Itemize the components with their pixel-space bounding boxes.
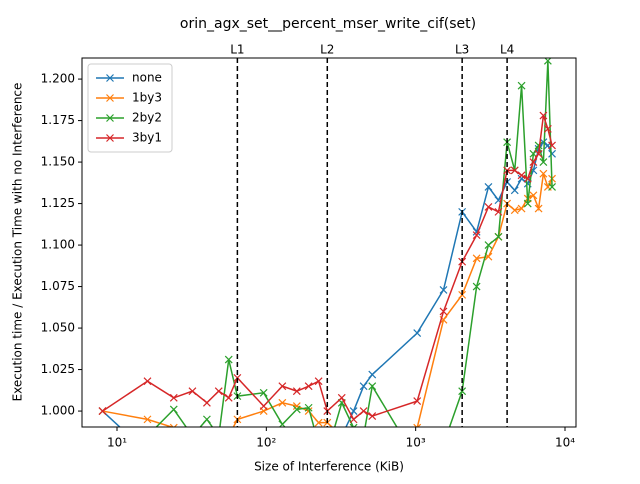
data-point	[304, 382, 313, 391]
legend-label: 2by2	[132, 111, 162, 125]
data-point	[314, 377, 323, 386]
data-point	[349, 415, 358, 424]
legend-label: 1by3	[132, 91, 162, 105]
data-point	[169, 405, 178, 414]
reference-label: L3	[455, 43, 469, 57]
data-point	[510, 206, 519, 215]
data-point	[259, 402, 268, 411]
data-point	[349, 407, 358, 415]
data-point	[517, 81, 526, 90]
y-axis-label: Execution time / Execution Time with no …	[11, 83, 25, 402]
data-point	[548, 183, 556, 191]
data-point	[539, 169, 548, 178]
data-point	[534, 204, 543, 213]
data-point	[368, 412, 377, 420]
x-tick-label: 10³	[406, 436, 426, 450]
data-point	[484, 202, 493, 211]
y-tick-label: 1.100	[41, 238, 75, 252]
legend-marker	[106, 134, 114, 142]
data-point	[472, 231, 481, 240]
data-point	[510, 166, 519, 175]
y-tick-label: 1.000	[41, 404, 75, 418]
y-tick-label: 1.025	[41, 362, 75, 376]
data-point	[259, 388, 268, 397]
legend-marker	[106, 94, 114, 102]
legend-box	[87, 63, 173, 153]
y-tick-label: 1.125	[41, 196, 75, 210]
data-point	[539, 158, 548, 167]
legend-label: 3by1	[132, 131, 162, 145]
data-point	[233, 373, 242, 382]
y-tick-label: 1.050	[41, 321, 75, 335]
data-point	[510, 186, 519, 195]
data-point	[169, 393, 178, 402]
data-point	[143, 415, 152, 424]
axes-frame	[81, 57, 577, 428]
data-point	[484, 241, 493, 249]
data-point	[188, 387, 197, 396]
data-point	[472, 282, 481, 291]
data-point	[359, 382, 368, 391]
data-point	[517, 204, 526, 213]
data-point	[439, 307, 448, 316]
data-point	[224, 393, 233, 402]
data-point	[349, 423, 358, 427]
data-point	[517, 171, 526, 180]
data-point	[534, 141, 543, 150]
data-point	[368, 382, 377, 391]
data-point	[304, 403, 313, 412]
data-point	[543, 124, 552, 133]
data-point	[202, 398, 211, 407]
reference-label: L1	[230, 43, 244, 57]
data-point	[539, 111, 548, 120]
data-point	[278, 398, 287, 407]
legend-marker	[106, 74, 114, 82]
data-point	[169, 423, 178, 427]
data-point	[523, 199, 532, 208]
reference-label: L4	[500, 43, 514, 57]
x-tick-label: 10¹	[107, 436, 127, 450]
data-point	[548, 149, 556, 158]
data-point	[534, 149, 543, 158]
data-point	[413, 423, 422, 427]
data-point	[292, 405, 301, 414]
data-point	[214, 387, 223, 396]
x-tick-label: 10⁴	[555, 436, 575, 450]
data-point	[494, 232, 503, 241]
y-tick-label: 1.200	[41, 72, 75, 86]
data-point	[143, 377, 152, 386]
x-tick-label: 10²	[256, 436, 276, 450]
data-point	[337, 393, 346, 402]
data-point	[494, 207, 503, 216]
data-point	[529, 158, 538, 167]
data-point	[458, 387, 467, 396]
data-point	[98, 407, 107, 415]
data-point	[548, 141, 556, 150]
data-point	[413, 397, 422, 406]
x-axis-label: Size of Interference (KiB)	[254, 460, 404, 474]
chart-title: orin_agx_set__percent_mser_write_cif(set…	[180, 16, 476, 32]
data-point	[292, 387, 301, 396]
data-point	[523, 174, 532, 183]
series-line	[155, 60, 553, 427]
data-point	[314, 418, 323, 427]
data-point	[359, 407, 368, 415]
y-tick-label: 1.075	[41, 279, 75, 293]
legend-marker	[106, 114, 114, 122]
data-point	[224, 355, 233, 364]
data-point	[413, 329, 422, 337]
data-point	[202, 415, 211, 424]
data-point	[439, 285, 448, 294]
y-tick-label: 1.175	[41, 113, 75, 127]
data-point	[472, 254, 481, 263]
data-point	[278, 382, 287, 391]
data-point	[368, 370, 377, 379]
reference-label: L2	[320, 43, 334, 57]
legend-label: none	[132, 71, 162, 85]
y-tick-label: 1.150	[41, 155, 75, 169]
data-point	[529, 191, 538, 200]
data-point	[484, 183, 493, 191]
